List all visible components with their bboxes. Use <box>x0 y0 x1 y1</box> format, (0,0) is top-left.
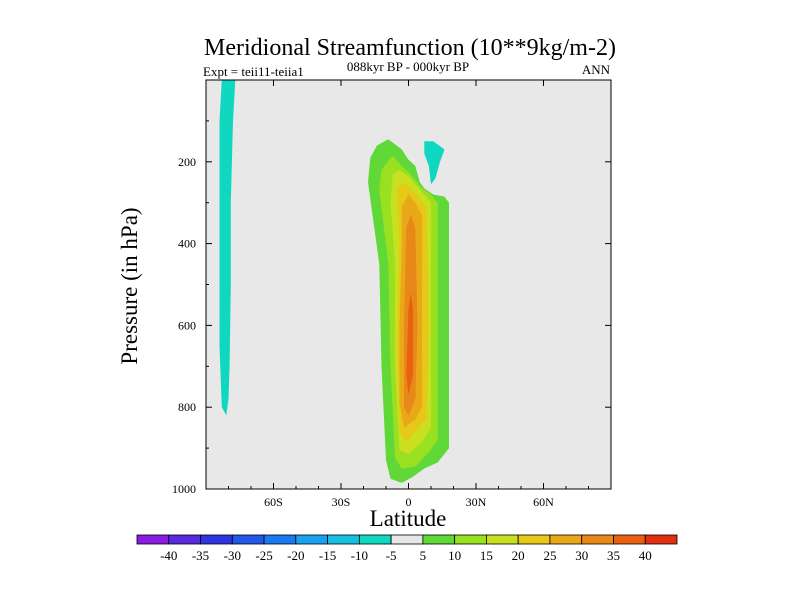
colorbar-box <box>644 534 678 545</box>
colorbar-label: 25 <box>543 548 556 563</box>
y-axis: 200 400 600 800 1000 <box>172 120 611 496</box>
colorbar-box <box>613 534 646 545</box>
colorbar-label: 5 <box>420 548 427 563</box>
colorbar-label: 20 <box>512 548 525 563</box>
colorbar-label: -10 <box>351 548 368 563</box>
colorbar-box <box>486 534 519 545</box>
contour-region-1 <box>424 141 445 185</box>
y-tick-label: 400 <box>178 237 196 251</box>
x-axis: 60S 30S 0 30N 60N <box>228 80 589 509</box>
colorbar-label: 10 <box>448 548 461 563</box>
colorbar-label: -5 <box>386 548 397 563</box>
x-axis-label: Latitude <box>370 506 447 531</box>
colorbar-box <box>549 534 583 545</box>
colorbar-label: 15 <box>480 548 493 563</box>
left-label: Expt = teii11-teiia1 <box>203 64 304 79</box>
y-tick-label: 800 <box>178 400 196 414</box>
colorbar-box <box>200 534 233 545</box>
contour-layer <box>219 80 449 483</box>
colorbar-box <box>231 534 265 545</box>
y-axis-label: Pressure (in hPa) <box>117 207 142 364</box>
x-tick-label: 60S <box>264 495 283 509</box>
colorbar-box <box>581 534 614 545</box>
contour-region-8 <box>406 292 413 395</box>
colorbar-label: -30 <box>224 548 241 563</box>
colorbar-box <box>358 534 392 545</box>
chart-subtitle: 088kyr BP - 000kyr BP <box>347 59 469 74</box>
y-tick-label: 1000 <box>172 482 196 496</box>
colorbar-box <box>454 534 487 545</box>
y-tick-label: 600 <box>178 318 196 332</box>
right-label: ANN <box>582 62 611 77</box>
colorbar-label: 40 <box>639 548 652 563</box>
x-tick-label: 30S <box>332 495 351 509</box>
colorbar-box <box>422 534 456 545</box>
x-tick-label: 0 <box>406 495 412 509</box>
colorbar-label: -20 <box>287 548 304 563</box>
chart-title: Meridional Streamfunction (10**9kg/m-2) <box>204 35 616 61</box>
colorbar: -40 -35 -30 -25 -20 -15 -10 -5 5 10 15 20 25 30 35 40 <box>136 534 678 563</box>
colorbar-box <box>295 534 328 545</box>
contour-region-0 <box>219 80 236 416</box>
colorbar-label: 30 <box>575 548 588 563</box>
colorbar-label: -15 <box>319 548 336 563</box>
colorbar-box <box>263 534 297 545</box>
colorbar-label: -40 <box>160 548 177 563</box>
colorbar-box <box>136 534 170 545</box>
colorbar-box <box>168 534 201 545</box>
y-tick-label: 200 <box>178 155 196 169</box>
x-tick-label: 30N <box>466 495 487 509</box>
colorbar-box <box>390 534 424 545</box>
x-tick-label: 60N <box>533 495 554 509</box>
colorbar-box <box>327 534 360 545</box>
colorbar-box <box>517 534 551 545</box>
colorbar-label: 35 <box>607 548 620 563</box>
colorbar-label: -25 <box>255 548 272 563</box>
colorbar-label: -35 <box>192 548 209 563</box>
